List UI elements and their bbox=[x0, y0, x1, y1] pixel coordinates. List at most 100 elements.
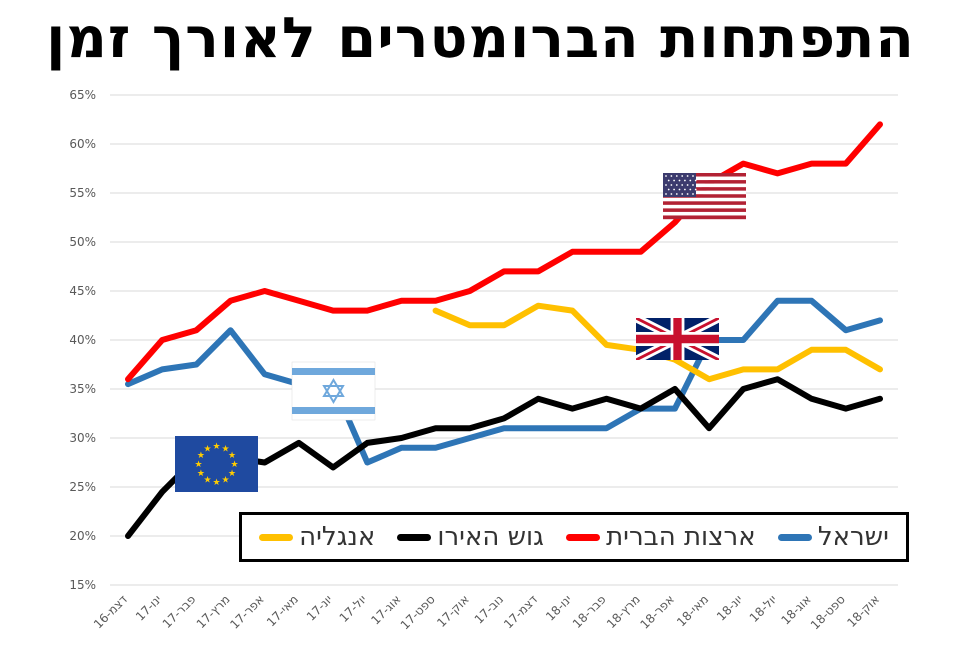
eu-star: ★ bbox=[197, 451, 205, 461]
us-star bbox=[692, 175, 694, 177]
us-star bbox=[665, 193, 667, 195]
x-tick-label: מרץ-17 bbox=[194, 592, 233, 631]
us-star bbox=[675, 184, 678, 186]
us-star bbox=[681, 193, 684, 195]
y-tick-label: 55% bbox=[69, 186, 96, 200]
x-tick-label: פבר-18 bbox=[570, 592, 609, 631]
eu-flag-icon: ★ ★★★★★★★★★★★ bbox=[175, 436, 258, 492]
x-tick-label: ינו-18 bbox=[543, 592, 574, 623]
us-stripe bbox=[663, 190, 746, 195]
us-stripe bbox=[663, 176, 746, 181]
legend-item-uk: אנגליה bbox=[259, 522, 375, 552]
us-star bbox=[684, 188, 686, 191]
x-tick-label: מאי-17 bbox=[264, 592, 301, 629]
x-tick-label: אפר-18 bbox=[637, 592, 677, 632]
us-star bbox=[675, 193, 678, 195]
us-stripe bbox=[663, 187, 746, 191]
legend-label: ארצות הברית bbox=[606, 522, 756, 552]
y-tick-label: 65% bbox=[69, 88, 96, 102]
us-star bbox=[673, 179, 675, 182]
x-tick-label: ספט-18 bbox=[808, 592, 848, 632]
x-tick-label: מרץ-18 bbox=[604, 592, 643, 631]
legend-item-usa: ארצות הברית bbox=[566, 522, 756, 552]
x-tick-label: ינו-17 bbox=[133, 592, 164, 623]
legend-item-israel: ישראל bbox=[777, 522, 889, 552]
us-stripe bbox=[663, 183, 746, 188]
us-star bbox=[670, 193, 673, 195]
us-stripe bbox=[663, 197, 746, 202]
us-star bbox=[667, 179, 670, 182]
series-line-1 bbox=[125, 121, 883, 383]
x-tick-label: יול-17 bbox=[337, 592, 370, 625]
y-tick-label: 40% bbox=[69, 333, 96, 347]
us-star bbox=[665, 184, 667, 186]
legend-item-eurozone: גוש האירו bbox=[397, 522, 544, 552]
eu-star: ★ bbox=[228, 451, 236, 461]
us-star bbox=[686, 175, 689, 177]
us-star bbox=[689, 188, 692, 191]
y-tick-label: 50% bbox=[69, 235, 96, 249]
legend-swatch bbox=[259, 533, 294, 541]
x-tick-label: מאי-18 bbox=[674, 592, 711, 629]
us-star bbox=[675, 175, 678, 177]
y-tick-label: 45% bbox=[69, 284, 96, 298]
us-star bbox=[686, 193, 689, 195]
eu-star: ★ bbox=[203, 444, 211, 454]
uk-flag-icon bbox=[636, 318, 719, 360]
y-axis-tick-labels: 15% 20% 25% 30% 35% 40% 45% 50% 55% 60% 65% bbox=[69, 88, 96, 592]
x-tick-label: פבר-17 bbox=[160, 592, 199, 631]
us-stripe bbox=[663, 201, 746, 206]
us-star bbox=[665, 175, 667, 177]
us-stripe bbox=[663, 215, 746, 220]
x-tick-label: אוק-18 bbox=[844, 592, 882, 630]
x-tick-label: אפר-17 bbox=[227, 592, 267, 632]
us-star bbox=[673, 188, 675, 191]
us-star bbox=[681, 175, 684, 177]
eu-star: ★ bbox=[212, 442, 220, 452]
us-star bbox=[694, 179, 697, 182]
x-tick-label: יול-18 bbox=[747, 592, 780, 625]
legend-label: ישראל bbox=[817, 522, 889, 552]
legend-label: אנגליה bbox=[299, 522, 376, 552]
eu-star: ★ bbox=[221, 476, 229, 486]
us-star bbox=[692, 184, 694, 186]
us-stripe bbox=[663, 208, 746, 213]
eu-star: ★ bbox=[197, 469, 205, 479]
legend-swatch bbox=[566, 533, 601, 541]
usa-flag-icon bbox=[663, 173, 746, 220]
legend-swatch bbox=[777, 533, 812, 541]
us-star bbox=[667, 188, 670, 191]
us-star bbox=[692, 193, 694, 195]
us-star bbox=[684, 179, 686, 182]
x-tick-label: אוק-17 bbox=[434, 592, 472, 630]
series-line-0 bbox=[125, 297, 883, 466]
y-tick-label: 60% bbox=[69, 137, 96, 151]
x-tick-label: יונ-18 bbox=[714, 592, 745, 623]
x-tick-label: דצמ-17 bbox=[501, 592, 541, 632]
eu-star: ★ bbox=[221, 444, 229, 454]
y-tick-label: 35% bbox=[69, 382, 96, 396]
us-star bbox=[678, 179, 681, 182]
us-star bbox=[670, 175, 673, 177]
x-tick-label: דצמ-16 bbox=[91, 592, 131, 632]
us-star bbox=[694, 188, 697, 191]
y-tick-label: 25% bbox=[69, 480, 96, 494]
y-tick-label: 15% bbox=[69, 578, 96, 592]
us-stripe bbox=[663, 204, 746, 209]
y-tick-label: 20% bbox=[69, 529, 96, 543]
us-stripe bbox=[663, 211, 746, 216]
x-tick-label: ספט-17 bbox=[398, 592, 438, 632]
us-stripe bbox=[663, 194, 746, 198]
y-tick-label: 30% bbox=[69, 431, 96, 445]
us-star bbox=[686, 184, 689, 186]
us-star bbox=[689, 179, 692, 182]
us-stripe bbox=[663, 180, 746, 184]
us-star bbox=[678, 188, 681, 191]
us-star bbox=[681, 184, 684, 186]
legend-label: גוש האירו bbox=[437, 522, 544, 552]
eu-star: ★ bbox=[228, 469, 236, 479]
eu-star: ★ bbox=[203, 476, 211, 486]
eu-star: ★ bbox=[212, 478, 220, 488]
israel-flag-icon bbox=[291, 361, 376, 421]
